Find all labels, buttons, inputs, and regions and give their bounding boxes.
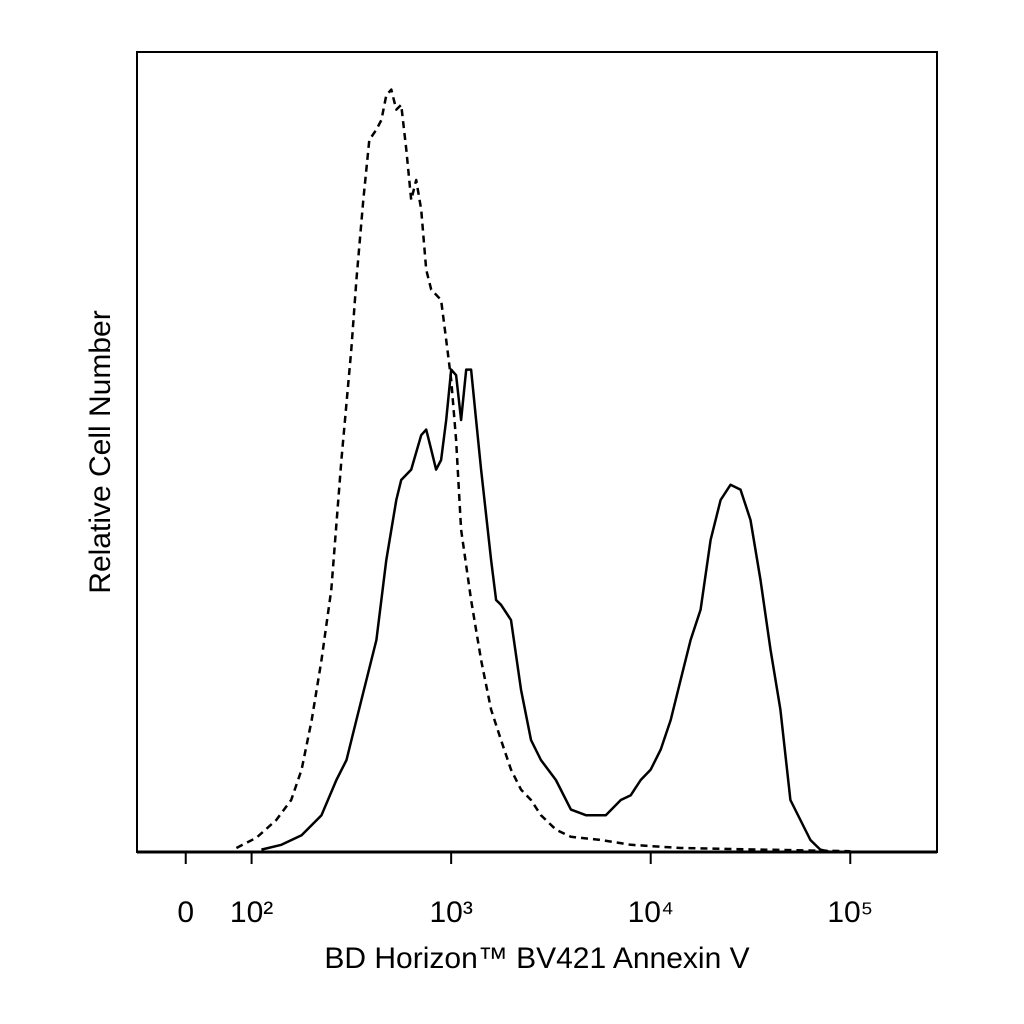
x-tick-label: 10² [230,896,273,929]
x-axis-title: BD Horizon™ BV421 Annexin V [324,942,749,975]
x-tick-label: 0 [177,896,194,929]
plot-frame [136,51,938,853]
x-tick-label: 10³ [429,896,472,929]
histogram-line [235,88,851,853]
x-tick-label: 10⁵ [827,896,873,929]
y-axis-title: Relative Cell Number [84,310,117,593]
x-tick-label: 10⁴ [628,896,674,929]
histogram-line [261,368,831,854]
